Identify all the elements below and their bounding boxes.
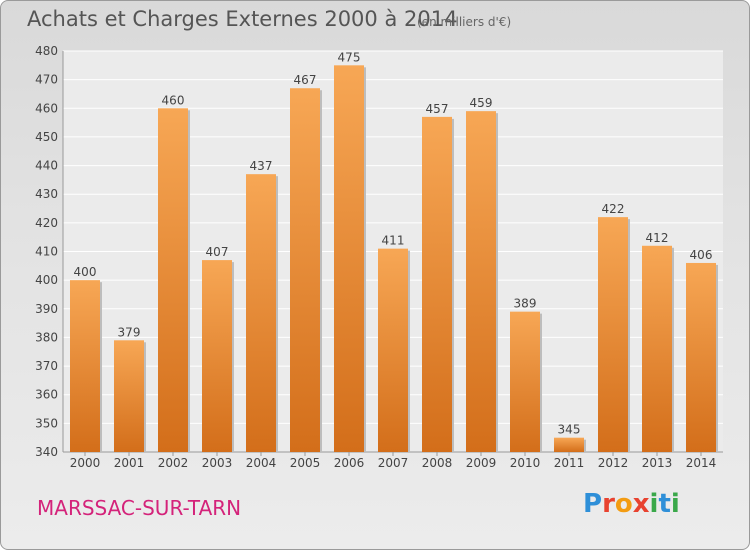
y-tick-label: 460	[35, 101, 58, 115]
x-tick-label: 2000	[70, 456, 101, 470]
bar-value-label: 389	[514, 297, 537, 311]
logo-letter: i	[671, 489, 680, 519]
bar-value-label: 407	[206, 245, 229, 259]
bar	[70, 280, 100, 452]
bar	[598, 217, 628, 452]
x-tick-label: 2006	[334, 456, 365, 470]
bar	[378, 249, 408, 452]
bar	[422, 117, 452, 452]
y-tick-label: 350	[35, 416, 58, 430]
logo-letter: r	[602, 489, 615, 519]
bar	[290, 88, 320, 452]
bar-value-label: 422	[602, 202, 625, 216]
bar-value-label: 457	[426, 102, 449, 116]
logo-letter: o	[615, 489, 633, 519]
bar	[510, 312, 540, 452]
logo-letter: x	[633, 489, 650, 519]
x-tick-label: 2014	[686, 456, 717, 470]
y-tick-label: 390	[35, 302, 58, 316]
bar	[466, 111, 496, 452]
y-tick-label: 340	[35, 445, 58, 459]
bar-value-label: 467	[294, 73, 317, 87]
proxiti-logo: Proxiti	[583, 489, 680, 519]
x-tick-label: 2013	[642, 456, 673, 470]
bar	[642, 246, 672, 452]
bar-value-label: 411	[382, 234, 405, 248]
x-tick-label: 2011	[554, 456, 585, 470]
x-tick-label: 2007	[378, 456, 409, 470]
chart-frame: Achats et Charges Externes 2000 à 2014 (…	[0, 0, 750, 550]
y-tick-label: 410	[35, 245, 58, 259]
logo-letter: P	[583, 489, 602, 519]
bar-chart: 340 350 360 370 380 390 400 410 420 430 440 450 460 4…	[1, 1, 750, 550]
bar-value-label: 400	[74, 265, 97, 279]
bar-value-label: 345	[558, 423, 581, 437]
x-tick-label: 2003	[202, 456, 233, 470]
y-tick-label: 470	[35, 73, 58, 87]
commune-name: MARSSAC-SUR-TARN	[37, 496, 241, 520]
bar	[202, 260, 232, 452]
x-tick-label: 2004	[246, 456, 277, 470]
bar-value-label: 475	[338, 50, 361, 64]
bar	[334, 65, 364, 452]
y-tick-label: 400	[35, 273, 58, 287]
bar-value-label: 412	[646, 231, 669, 245]
bar	[158, 108, 188, 452]
x-tick-label: 2005	[290, 456, 321, 470]
x-tick-label: 2008	[422, 456, 453, 470]
logo-letter: t	[658, 489, 670, 519]
y-tick-label: 450	[35, 130, 58, 144]
y-tick-label: 430	[35, 187, 58, 201]
x-tick-label: 2010	[510, 456, 541, 470]
x-tick-label: 2002	[158, 456, 189, 470]
y-tick-label: 480	[35, 44, 58, 58]
bar-value-label: 459	[470, 96, 493, 110]
bar	[686, 263, 716, 452]
y-tick-label: 420	[35, 216, 58, 230]
y-tick-label: 380	[35, 330, 58, 344]
bar	[554, 438, 584, 452]
y-tick-label: 370	[35, 359, 58, 373]
bar	[114, 340, 144, 452]
x-tick-label: 2009	[466, 456, 497, 470]
bar-value-label: 460	[162, 93, 185, 107]
bar-value-label: 379	[118, 325, 141, 339]
bar	[246, 174, 276, 452]
x-tick-label: 2001	[114, 456, 145, 470]
y-tick-label: 360	[35, 388, 58, 402]
x-tick-label: 2012	[598, 456, 629, 470]
bar-value-label: 406	[690, 248, 713, 262]
bar-value-label: 437	[250, 159, 273, 173]
y-tick-label: 440	[35, 159, 58, 173]
